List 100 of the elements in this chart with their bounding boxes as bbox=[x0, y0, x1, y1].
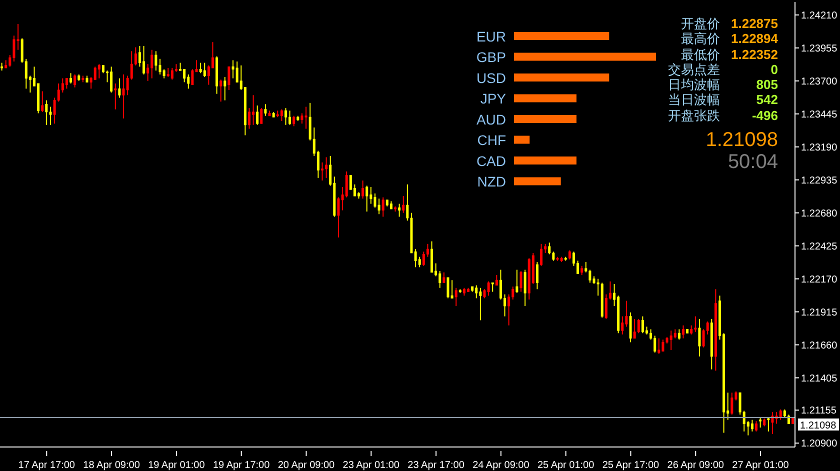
candlestick bbox=[191, 68, 194, 86]
candlestick bbox=[248, 108, 250, 130]
candlestick bbox=[362, 180, 364, 200]
annotation: 最低价 1.22352 bbox=[681, 46, 778, 62]
candlestick bbox=[479, 287, 482, 321]
y-tick-label: 1.22935 bbox=[801, 175, 838, 186]
ref-line-label: 1.21098 bbox=[800, 420, 837, 432]
text: 交易点差 0 bbox=[668, 62, 778, 77]
candlestick bbox=[158, 58, 162, 75]
candlestick bbox=[114, 82, 117, 110]
y-tick-label: 1.23955 bbox=[801, 43, 838, 54]
y-tick-label: JPY bbox=[480, 90, 507, 107]
x-tick-label: 24 Apr 09:00 bbox=[472, 460, 530, 471]
candlestick bbox=[224, 76, 226, 101]
candlestick bbox=[370, 186, 372, 204]
x-tick-label: 19 Apr 01:00 bbox=[148, 460, 206, 471]
candlestick bbox=[220, 79, 222, 102]
candlestick bbox=[524, 269, 526, 306]
text: 开盘张跌 -496 bbox=[668, 108, 778, 123]
y-tick-label: 1.22170 bbox=[801, 274, 838, 286]
annotation: 开盘价 1.22875 bbox=[681, 16, 778, 32]
candlestick bbox=[759, 416, 762, 428]
x-tick-label: 27 Apr 01:00 bbox=[732, 460, 790, 471]
candlestick bbox=[730, 392, 734, 416]
candlestick bbox=[162, 68, 166, 79]
y-tick-label: USD bbox=[476, 70, 506, 86]
text: 当日波幅 542 bbox=[668, 92, 778, 108]
candlestick bbox=[110, 66, 113, 94]
y-tick-label: EUR bbox=[476, 28, 506, 44]
x-tick-label: 25 Apr 17:00 bbox=[602, 460, 660, 471]
candlestick bbox=[49, 106, 52, 126]
candlestick bbox=[438, 270, 442, 288]
candlestick bbox=[771, 412, 774, 435]
candlestick bbox=[779, 408, 782, 420]
candlestick bbox=[150, 49, 154, 79]
x-tick-label: 25 Apr 01:00 bbox=[537, 460, 595, 471]
candlestick bbox=[94, 66, 96, 80]
candlestick bbox=[199, 62, 202, 74]
annotation: 最高价 1.22894 bbox=[681, 31, 778, 47]
candlestick bbox=[203, 62, 206, 78]
bar bbox=[514, 177, 561, 186]
candlestick bbox=[568, 250, 571, 260]
candlestick bbox=[580, 265, 584, 276]
y-tick-label: 1.23700 bbox=[801, 76, 838, 88]
candlestick bbox=[65, 78, 68, 90]
y-tick-label: CHF bbox=[477, 132, 506, 148]
candlestick bbox=[284, 108, 287, 126]
candlestick bbox=[654, 335, 656, 354]
candlestick bbox=[767, 416, 770, 432]
bar bbox=[514, 156, 576, 164]
candlestick bbox=[374, 192, 376, 208]
bar bbox=[514, 74, 610, 82]
x-tick-label: 17 Apr 17:00 bbox=[18, 460, 76, 471]
candlestick bbox=[122, 74, 125, 119]
candlestick bbox=[495, 274, 498, 286]
candlestick bbox=[540, 243, 543, 266]
candlestick bbox=[366, 185, 368, 212]
candlestick bbox=[629, 312, 632, 343]
candlestick bbox=[45, 100, 48, 126]
candlestick bbox=[264, 104, 267, 116]
candlestick bbox=[625, 300, 628, 328]
candlestick bbox=[170, 67, 174, 80]
y-tick-label: 1.22425 bbox=[801, 241, 838, 252]
candlestick bbox=[41, 90, 44, 112]
candlestick bbox=[166, 67, 170, 78]
text: 日均波幅 805 bbox=[668, 77, 778, 92]
candlestick bbox=[252, 94, 255, 126]
bar bbox=[514, 52, 656, 61]
candlestick bbox=[74, 74, 76, 88]
candlestick bbox=[520, 270, 522, 292]
candlestick bbox=[698, 318, 701, 357]
candlestick bbox=[292, 115, 296, 127]
bar bbox=[514, 94, 576, 102]
candlestick bbox=[70, 72, 72, 84]
candlestick bbox=[422, 251, 425, 266]
candlestick bbox=[12, 35, 16, 62]
y-tick-label: 1.21915 bbox=[801, 307, 838, 318]
candlestick bbox=[516, 269, 518, 294]
bar bbox=[514, 32, 610, 40]
candlestick bbox=[280, 108, 283, 122]
candlestick bbox=[536, 262, 538, 290]
x-tick-label: 26 Apr 09:00 bbox=[667, 460, 724, 471]
x-tick-label: 19 Apr 17:00 bbox=[212, 460, 270, 471]
y-tick-label: 1.24210 bbox=[801, 10, 838, 22]
candlestick bbox=[694, 316, 697, 332]
y-tick-label: CAD bbox=[476, 152, 506, 169]
candlestick bbox=[487, 280, 490, 296]
candlestick bbox=[588, 269, 592, 284]
candlestick bbox=[475, 284, 478, 299]
candlestick bbox=[256, 104, 259, 126]
candlestick bbox=[398, 203, 401, 218]
candlestick bbox=[382, 196, 384, 218]
candlestick bbox=[670, 330, 672, 350]
annotation: 1.21098 bbox=[704, 129, 778, 152]
candlestick bbox=[320, 162, 324, 182]
candlestick bbox=[304, 106, 308, 130]
x-tick-label: 23 Apr 01:00 bbox=[342, 460, 400, 471]
y-tick-label: 1.21660 bbox=[801, 340, 838, 352]
x-tick-label: 18 Apr 09:00 bbox=[83, 460, 140, 471]
candlestick bbox=[345, 170, 348, 198]
